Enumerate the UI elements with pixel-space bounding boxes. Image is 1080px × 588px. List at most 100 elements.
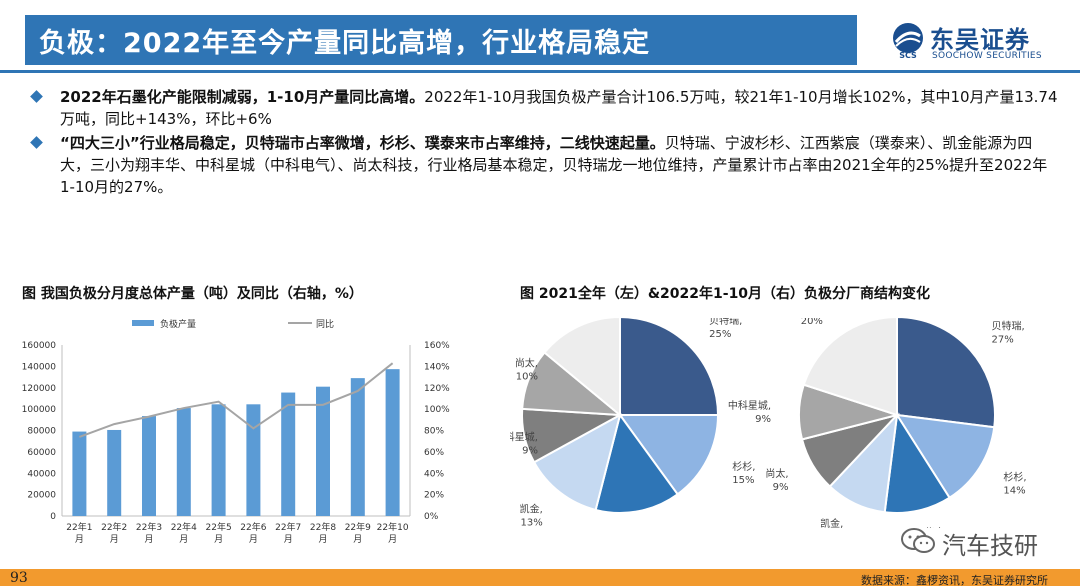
pie-slice-name: 中科星城,	[510, 430, 538, 443]
y-right-tick-label: 100%	[424, 405, 450, 415]
y-right-tick-label: 20%	[424, 491, 444, 501]
pie-slice-value: 10%	[516, 372, 538, 383]
pie-slice-name: 紫宸,	[924, 526, 947, 528]
pie-slice-value: 15%	[732, 475, 754, 486]
pie-slice	[618, 414, 720, 496]
pie-slice-value: 27%	[992, 335, 1014, 346]
pie-slice-value: 9%	[522, 445, 538, 456]
pie-slice-value: 9%	[755, 414, 771, 425]
x-tick-label: 月	[249, 534, 258, 545]
y-left-tick-label: 0	[50, 512, 56, 522]
pie-slice-value: 25%	[709, 329, 731, 340]
pie-slice	[619, 318, 720, 416]
y-left-tick-label: 140000	[22, 362, 57, 372]
pie-slice-name: 中科星城,	[728, 399, 771, 412]
x-tick-label: 22年8	[310, 521, 336, 533]
svg-text:SCS: SCS	[899, 51, 917, 60]
y-right-tick-label: 160%	[424, 341, 450, 351]
logo-chinese-name: 东吴证券	[930, 26, 1030, 54]
bar	[211, 404, 226, 516]
x-tick-label: 22年2	[101, 521, 127, 533]
pie-slice-name: 杉杉,	[732, 460, 755, 473]
pie-slice	[883, 412, 951, 514]
y-left-tick-label: 120000	[22, 384, 57, 394]
pie-slice-name: 杉杉,	[1003, 471, 1026, 484]
pie-slice-name: 贝特瑞,	[992, 321, 1025, 333]
x-tick-label: 月	[318, 534, 327, 545]
bar	[316, 386, 330, 516]
page-title: 负极：2022年至今产量同比高增，行业格局稳定	[39, 28, 651, 59]
y-right-tick-label: 140%	[424, 362, 450, 372]
legend-line-label: 同比	[316, 318, 334, 330]
x-tick-label: 22年1	[66, 521, 92, 533]
bar	[281, 392, 296, 516]
x-tick-label: 月	[284, 534, 293, 545]
y-right-tick-label: 40%	[424, 469, 444, 479]
x-tick-label: 月	[110, 534, 119, 545]
watermark-text: 汽车技研	[942, 532, 1038, 560]
x-tick-label: 月	[214, 534, 223, 545]
wechat-icon	[901, 528, 935, 553]
pie-slice	[896, 318, 996, 429]
y-right-tick-label: 0%	[424, 512, 439, 522]
yoy-line	[79, 362, 394, 438]
x-tick-label: 22年4	[171, 521, 197, 533]
market-share-pie-charts: 贝特瑞,25%杉杉,15%紫宸,14%凯金,13%中科星城,9%尚太,10%其他…	[510, 318, 1027, 528]
bullet-2-text: 贝特瑞、宁波杉杉、江西紫宸（璞泰来）、凯金能源为四大，三小为翔丰华、中科星城（中…	[60, 134, 1048, 196]
y-left-tick-label: 40000	[27, 469, 56, 479]
x-tick-label: 22年9	[345, 521, 371, 533]
bar	[350, 378, 365, 516]
x-tick-label: 月	[353, 534, 362, 545]
bar	[72, 431, 87, 516]
logo-english-name: SOOCHOW SECURITIES	[932, 51, 1042, 61]
pie-slice-value: 13%	[521, 518, 543, 528]
x-tick-label: 22年5	[206, 521, 232, 533]
y-left-tick-label: 80000	[27, 427, 56, 437]
bar	[176, 408, 191, 516]
y-left-tick-label: 100000	[22, 405, 57, 415]
x-tick-label: 月	[75, 534, 84, 545]
y-left-tick-label: 60000	[27, 448, 56, 458]
data-source: 数据来源：鑫椤资讯，东吴证券研究所	[861, 574, 1048, 587]
pie-slice-name: 凯金,	[820, 517, 843, 528]
pie-slice-value: 9%	[773, 482, 789, 493]
monthly-output-chart: 0 20000 40000 60000 80000 100000 120000 140000 1…	[22, 318, 451, 545]
bar	[385, 369, 400, 516]
company-logo: SCS 东吴证券 SOOCHOW SECURITIES	[888, 18, 1058, 64]
y-left-tick-label: 160000	[22, 341, 57, 351]
scs-logo-icon: SCS	[893, 23, 923, 60]
diamond-bullet-icon	[30, 136, 43, 149]
pie-slice	[802, 318, 898, 417]
bar	[107, 429, 122, 516]
bar	[142, 416, 156, 516]
left-chart-title: 图 我国负极分月度总体产量（吨）及同比（右轴，%）	[22, 286, 363, 302]
footer-bar	[0, 569, 1080, 586]
title-bar: 负极：2022年至今产量同比高增，行业格局稳定	[25, 15, 857, 65]
x-tick-label: 月	[388, 534, 397, 545]
legend-bar-swatch	[132, 320, 154, 326]
pie-slice-value: 20%	[801, 318, 823, 327]
pie-slice	[532, 413, 622, 512]
pie-slice-name: 凯金,	[520, 503, 543, 516]
pie-slice-name: 尚太,	[515, 357, 538, 370]
y-right-tick-label: 120%	[424, 384, 450, 394]
y-right-tick-label: 80%	[424, 427, 444, 437]
bullet-1-heading: 2022年石墨化产能限制减弱，1-10月产量同比高增。	[60, 88, 425, 106]
legend-bar-label: 负极产量	[160, 318, 196, 330]
x-tick-label: 22年3	[136, 521, 162, 533]
y-left-tick-label: 20000	[27, 491, 56, 501]
bullet-2-heading: “四大三小”行业格局稳定，贝特瑞市占率微增，杉杉、璞泰来市占率维持，二线快速起量…	[60, 134, 665, 152]
bullet-1-text: 2022年1-10月我国负极产量合计106.5万吨，较21年1-10月增长102…	[60, 88, 1058, 128]
pie-slice	[895, 413, 996, 500]
title-rule	[0, 70, 1080, 73]
x-tick-label: 月	[144, 534, 153, 545]
x-tick-label: 22年7	[275, 521, 301, 533]
x-tick-label: 22年10	[377, 521, 409, 533]
y-right-tick-label: 60%	[424, 448, 444, 458]
diamond-bullet-icon	[30, 90, 43, 103]
pie-slice-name: 紫宸,	[644, 527, 667, 528]
watermark: 汽车技研	[900, 524, 1050, 560]
x-tick-label: 22年6	[240, 521, 266, 533]
page-number: 93	[10, 570, 28, 586]
bar	[246, 404, 261, 516]
